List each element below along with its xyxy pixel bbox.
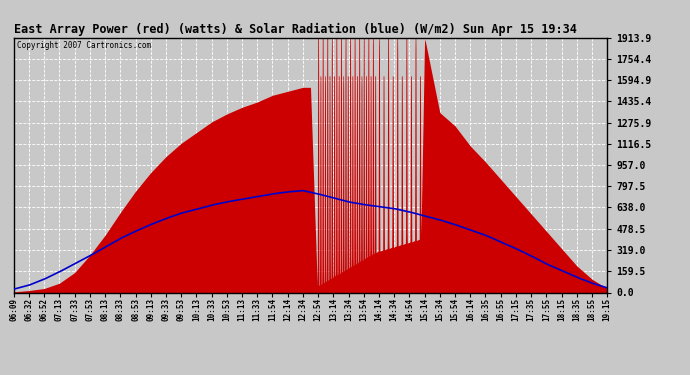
Text: Copyright 2007 Cartronics.com: Copyright 2007 Cartronics.com	[17, 41, 151, 50]
Text: East Array Power (red) (watts) & Solar Radiation (blue) (W/m2) Sun Apr 15 19:34: East Array Power (red) (watts) & Solar R…	[14, 23, 577, 36]
